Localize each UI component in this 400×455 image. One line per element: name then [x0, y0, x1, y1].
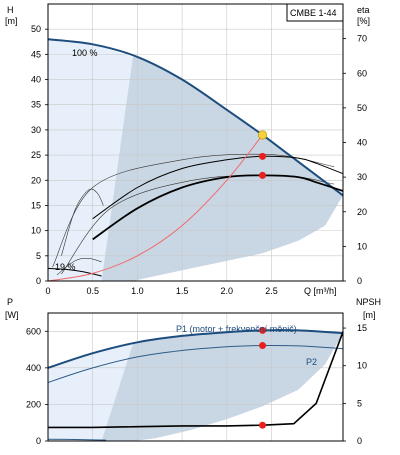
eta-tick-label: 30 — [357, 172, 367, 182]
power-range-light — [48, 344, 133, 441]
power-range-band — [101, 330, 343, 441]
eta-tick-label: 40 — [357, 138, 367, 148]
min-power-curve — [47, 438, 107, 441]
power-axis-unit: [W] — [5, 310, 19, 320]
head-curve-100 — [47, 38, 344, 197]
power-axis-ticks: 0 200 400 600 — [26, 326, 48, 446]
eta-tick-label: 0 — [357, 276, 362, 286]
model-label-box — [286, 3, 344, 22]
power-tick-label: 200 — [26, 399, 41, 409]
head-tick-label: 25 — [31, 150, 41, 160]
duty-markers — [257, 130, 268, 179]
head-axis-label: H — [7, 5, 14, 15]
p2-duty-marker — [259, 342, 267, 350]
head-tick-label: 10 — [31, 226, 41, 236]
eta-axis-label: eta — [357, 5, 370, 15]
head-min-speed-efficiency — [56, 257, 102, 276]
eta-outer-duty-marker — [259, 152, 267, 160]
npsh-tick-label: 5 — [357, 398, 362, 408]
npsh-duty-marker — [259, 421, 267, 429]
flow-tick-label: 1.5 — [176, 286, 189, 296]
power-tick-label: 400 — [26, 363, 41, 373]
eta-tick-label: 70 — [357, 34, 367, 44]
flow-tick-label: 1.0 — [131, 286, 144, 296]
eta-tick-label: 50 — [357, 103, 367, 113]
flow-tick-label: 0 — [45, 286, 50, 296]
p1-legend-label: P1 (motor + frekvenční měnič) — [176, 324, 297, 334]
flow-tick-label: 2.5 — [265, 286, 278, 296]
head-tick-label: 5 — [36, 251, 41, 261]
flow-axis-label: Q [m³/h] — [304, 286, 337, 296]
flow-tick-label: 0.5 — [86, 286, 99, 296]
eta-duty-marker — [259, 171, 267, 179]
min-speed-label: 19 % — [55, 262, 76, 272]
head-tick-label: 15 — [31, 200, 41, 210]
power-tick-label: 0 — [36, 436, 41, 446]
head-tick-label: 45 — [31, 49, 41, 59]
eta-tick-label: 20 — [357, 207, 367, 217]
power-npsh-chart: 0 200 400 600 0 5 10 15 P [W] NPSH [m] P1 (mot… — [5, 297, 381, 446]
eta-tick-label: 10 — [357, 241, 367, 251]
power-duty-markers — [259, 326, 267, 429]
head-tick-label: 35 — [31, 100, 41, 110]
efficiency-curve-duty — [92, 174, 344, 241]
head-axis-ticks: 0 5 10 15 20 25 30 35 40 45 50 — [31, 24, 48, 286]
npsh-tick-label: 0 — [357, 436, 362, 446]
system-curve — [47, 134, 263, 282]
head-tick-label: 40 — [31, 75, 41, 85]
p1-curve — [47, 329, 344, 369]
operating-range-band — [101, 56, 343, 282]
p2-legend-label: P2 — [306, 357, 317, 367]
model-label: CMBE 1-44 — [290, 8, 337, 18]
eta-tick-label: 60 — [357, 68, 367, 78]
operating-range-light — [48, 39, 133, 281]
head-tick-label: 50 — [31, 24, 41, 34]
npsh-tick-label: 15 — [357, 323, 367, 333]
npsh-axis-ticks: 0 5 10 15 — [343, 323, 367, 446]
eta-axis-ticks: 0 10 20 30 40 50 60 70 — [343, 34, 367, 286]
eta-axis-unit: [%] — [357, 16, 370, 26]
head-efficiency-chart: 0 5 10 15 20 25 30 35 40 45 50 0 10 20 30 40 50 60 70 0 0.… — [5, 3, 370, 296]
npsh-tick-label: 10 — [357, 361, 367, 371]
head-tick-label: 0 — [36, 276, 41, 286]
head-tick-label: 30 — [31, 125, 41, 135]
p1-duty-marker — [259, 326, 267, 334]
duty-point — [257, 130, 268, 140]
head-min-speed-efficiency — [61, 188, 104, 256]
max-speed-label: 100 % — [72, 48, 98, 58]
npsh-curve — [48, 331, 344, 429]
power-tick-label: 600 — [26, 326, 41, 336]
head-tick-label: 20 — [31, 175, 41, 185]
npsh-axis-label: NPSH — [356, 297, 381, 307]
flow-tick-label: 2.0 — [221, 286, 234, 296]
p2-curve — [47, 344, 344, 383]
head-axis-unit: [m] — [5, 16, 18, 26]
power-plot-frame — [47, 312, 344, 442]
power-axis-label: P — [7, 297, 13, 307]
flow-axis-ticks: 0 0.5 1.0 1.5 2.0 2.5 — [45, 286, 277, 296]
head-curve-19 — [47, 267, 102, 277]
npsh-axis-unit: [m] — [363, 310, 376, 320]
